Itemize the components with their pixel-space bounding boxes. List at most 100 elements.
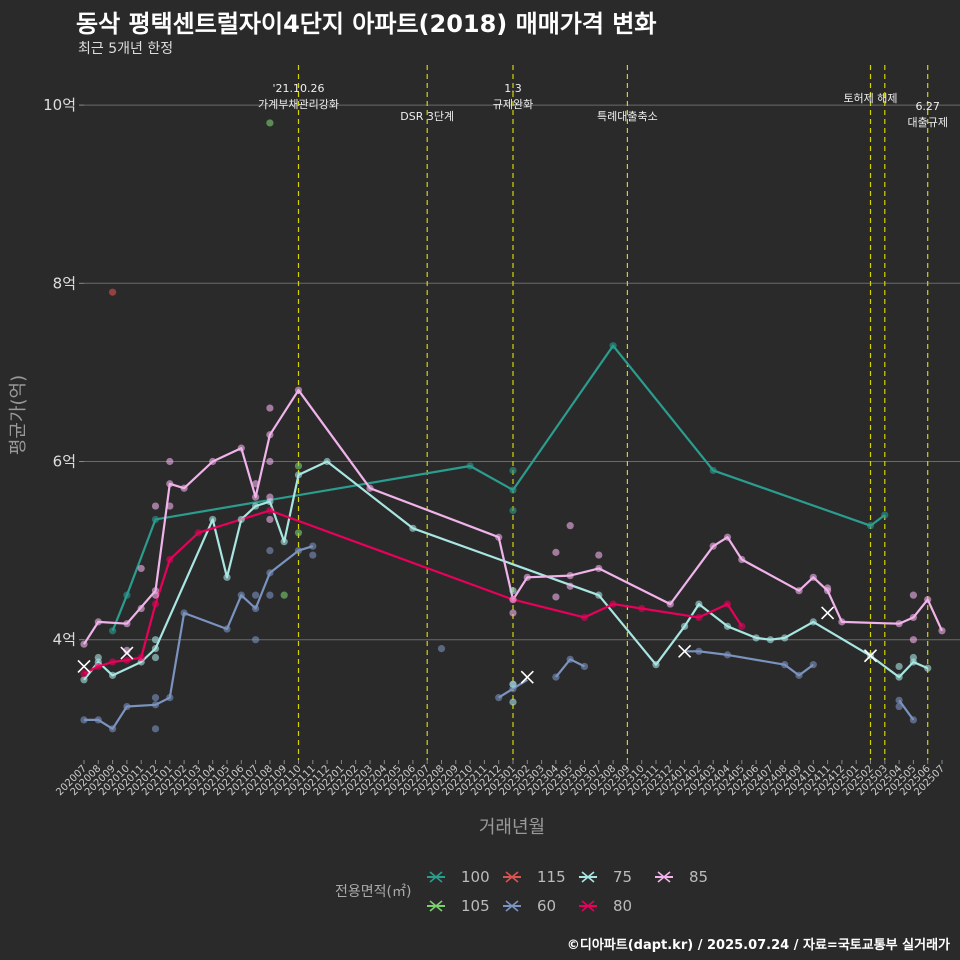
legend-item-115: 115	[503, 868, 566, 886]
point-85	[137, 564, 145, 573]
point-85	[566, 571, 574, 580]
legend-swatch-x	[429, 900, 443, 912]
point-60	[252, 591, 260, 599]
point-85	[252, 493, 260, 501]
point-60	[266, 547, 274, 555]
point-75	[752, 634, 760, 642]
legend-item-75: 75	[579, 868, 632, 886]
legend: 전용면적(㎡) 100 105 115 60 75 80 85	[335, 868, 708, 915]
point-85	[123, 620, 131, 628]
event-label: '21.10.26	[272, 82, 324, 95]
point-85	[509, 596, 517, 604]
point-85	[809, 573, 817, 581]
point-75	[223, 573, 231, 581]
point-85	[824, 584, 832, 592]
y-tick-label: 4억	[53, 631, 76, 649]
legend-swatch-x	[581, 900, 595, 912]
point-85	[566, 522, 574, 530]
point-75	[809, 618, 817, 626]
point-60	[895, 702, 903, 711]
point-80	[194, 529, 202, 537]
point-75	[294, 471, 303, 479]
point-60	[252, 636, 260, 644]
point-75	[723, 622, 732, 630]
point-80	[109, 658, 117, 666]
point-75	[895, 662, 903, 671]
x-marker	[863, 649, 878, 663]
point-60	[252, 604, 260, 613]
point-60	[566, 655, 574, 663]
legend-item-60: 60	[503, 897, 556, 915]
point-85	[151, 502, 160, 510]
point-100	[109, 627, 117, 635]
point-60	[123, 702, 131, 711]
point-85	[709, 542, 717, 550]
legend-label: 75	[613, 868, 632, 886]
point-100	[123, 591, 131, 599]
point-105	[294, 529, 303, 537]
point-60	[151, 725, 160, 733]
point-75	[151, 653, 160, 662]
legend-label: 100	[461, 868, 490, 886]
line-60	[84, 545, 314, 730]
point-85	[209, 457, 217, 466]
point-85	[523, 573, 531, 581]
point-85	[909, 613, 918, 622]
point-75	[237, 515, 245, 524]
point-85	[180, 484, 188, 492]
point-105	[280, 591, 288, 599]
point-80	[94, 662, 102, 671]
point-85	[666, 600, 674, 608]
point-100	[866, 522, 875, 530]
legend-label: 80	[613, 897, 632, 915]
legend-label: 115	[537, 868, 566, 886]
point-80	[723, 600, 732, 608]
point-75	[409, 524, 417, 532]
point-100	[509, 506, 517, 515]
point-60	[180, 609, 188, 617]
point-75	[509, 698, 517, 706]
point-100	[709, 466, 717, 475]
legend-item-85: 85	[655, 868, 708, 886]
event-label: 특례대출축소	[597, 110, 658, 123]
legend-swatch-x	[429, 871, 443, 883]
legend-swatch-x	[581, 871, 595, 883]
point-60	[781, 661, 789, 669]
point-85	[738, 555, 746, 564]
point-60	[166, 694, 174, 702]
point-85	[166, 502, 174, 510]
point-60	[109, 725, 117, 733]
point-60	[809, 661, 817, 669]
point-60	[695, 647, 703, 655]
point-60	[895, 696, 903, 704]
y-axis-label: 평균가(억)	[8, 375, 29, 455]
line-60	[684, 650, 814, 677]
point-60	[294, 547, 303, 555]
point-80	[80, 669, 88, 678]
legend-label: 105	[461, 897, 490, 915]
point-60	[309, 542, 317, 550]
point-80	[123, 656, 131, 664]
point-85	[938, 627, 946, 635]
point-60	[151, 694, 160, 702]
point-60	[94, 716, 102, 724]
point-75	[509, 680, 517, 688]
point-75	[781, 634, 789, 642]
legend-item-80: 80	[579, 897, 632, 915]
point-85	[94, 618, 102, 626]
point-60	[266, 591, 274, 599]
chart-title: 동삭 평택센트럴자이4단지 아파트(2018) 매매가격 변화	[76, 10, 657, 38]
point-75	[909, 653, 918, 662]
point-85	[294, 386, 303, 394]
point-105	[266, 119, 274, 127]
point-85	[166, 480, 174, 488]
point-75	[323, 457, 331, 466]
point-85	[151, 591, 160, 599]
point-85	[595, 564, 603, 573]
point-80	[738, 622, 746, 630]
grid-lines	[84, 104, 960, 641]
point-85	[237, 444, 245, 452]
legend-label: 60	[537, 897, 556, 915]
